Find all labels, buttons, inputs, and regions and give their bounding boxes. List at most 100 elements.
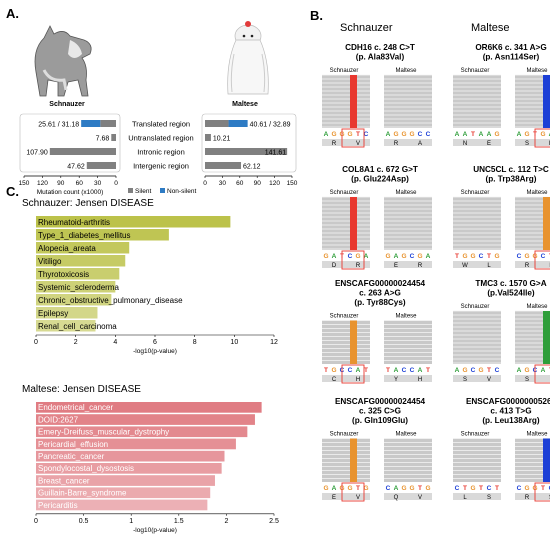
legend-nonsilent-swatch <box>160 188 165 193</box>
sequence-base: T <box>463 485 467 492</box>
tick-label: 0.5 <box>79 518 89 525</box>
sequence-base: C <box>410 253 415 260</box>
variant-box <box>534 364 550 384</box>
maltese-amino-acid-bar <box>515 375 550 382</box>
tick-label: 0 <box>34 339 38 346</box>
sequence-base: G <box>347 485 352 492</box>
disease-label: Endometrical_cancer <box>38 403 113 412</box>
amino-acid: S <box>525 377 529 383</box>
disease-bar <box>36 450 225 462</box>
maltese-tick-label: 90 <box>254 180 262 187</box>
schnauzer-illustration <box>34 25 92 97</box>
sequence-base: A <box>517 131 522 138</box>
disease-label: Pancreatic_cancer <box>38 452 105 461</box>
sequence-base: A <box>455 131 460 138</box>
sequence-base: T <box>324 367 328 374</box>
schnauzer-read-pileup <box>453 438 501 482</box>
maltese-amino-acid-bar <box>515 261 550 268</box>
amino-acid: E <box>394 263 398 269</box>
tick-label: 4 <box>113 339 117 346</box>
disease-label: Rheumatoid-arthritis <box>38 218 110 227</box>
maltese-variant-highlight <box>543 438 550 482</box>
disease-label: DOID:2627 <box>38 415 79 424</box>
sequence-base: G <box>494 253 499 260</box>
tick-label: 8 <box>193 339 197 346</box>
sequence-base: C <box>541 253 546 260</box>
sequence-base: G <box>401 131 406 138</box>
schnauzer-variant-highlight <box>350 75 357 128</box>
sequence-base: G <box>385 253 390 260</box>
disease-label: Epilepsy <box>38 309 68 318</box>
region-category-label: Intronic region <box>137 148 185 157</box>
schnauzer-value-label: 107.90 <box>26 150 48 157</box>
sequence-base: A <box>324 131 329 138</box>
disease-label: Vitiligo <box>38 257 62 266</box>
sequence-base: G <box>409 485 414 492</box>
tick-label: 10 <box>230 339 238 346</box>
breed-label-maltese: Maltese <box>232 101 258 108</box>
amino-acid: E <box>549 141 550 147</box>
sequence-base: T <box>364 367 368 374</box>
variant-title: (p. Glu224Asp) <box>351 175 409 184</box>
maltese-value-label: 141.61 <box>265 150 287 157</box>
amino-acid: R <box>394 141 399 147</box>
disease-label: Pericardial_effusion <box>38 440 108 449</box>
sequence-base: T <box>471 131 475 138</box>
variant-box <box>534 128 550 148</box>
sequence-base: C <box>418 131 423 138</box>
sequence-base: C <box>386 485 391 492</box>
sub-label-schnauzer: Schnauzer <box>330 314 359 320</box>
legend-silent-label: Silent <box>135 188 151 195</box>
sequence-base: G <box>331 367 336 374</box>
schnauzer-amino-acid-bar <box>453 493 501 500</box>
schnauzer-tick-label: 30 <box>94 180 102 187</box>
sequence-base: A <box>487 131 492 138</box>
variant-title: UNC5CL c. 112 T>C <box>473 165 549 174</box>
variant-title: OR6K6 c. 341 A>G <box>475 43 546 52</box>
amino-acid: R <box>525 263 530 269</box>
amino-acid: V <box>487 377 491 383</box>
schnauzer-variant-highlight <box>350 197 357 250</box>
variant-card: COL8A1 c. 672 G>T(p. Glu224Asp) Schnauzer… <box>322 165 432 270</box>
disease-bar <box>36 229 169 241</box>
sequence-base: T <box>455 253 459 260</box>
amino-acid: S <box>525 141 529 147</box>
sequence-base: G <box>462 253 467 260</box>
schnauzer-value-label: 47.62 <box>67 164 85 171</box>
mutation-count-chart: 25.61 / 31.18 40.61 / 32.89 Translated reg… <box>19 113 298 196</box>
variant-title: COL8A1 c. 672 G>T <box>342 165 418 174</box>
schnauzer-silent-bar <box>86 162 116 169</box>
sequence-base: C <box>402 367 407 374</box>
sequence-base: A <box>364 253 369 260</box>
sequence-base: C <box>348 253 353 260</box>
maltese-chart-frame <box>201 113 297 173</box>
disease-label: Thyrotoxicosis <box>38 270 89 279</box>
disease-bar <box>36 294 112 306</box>
sub-label-maltese: Maltese <box>395 314 417 320</box>
sequence-base: T <box>487 367 491 374</box>
disease-bar <box>36 426 248 438</box>
amino-acid: S <box>487 495 491 501</box>
tick-label: 6 <box>153 339 157 346</box>
sequence-base: G <box>401 485 406 492</box>
amino-acid: Q <box>394 495 399 501</box>
maltese-value-label: 40.61 / 32.89 <box>250 122 291 129</box>
sub-label-maltese: Maltese <box>526 304 548 310</box>
amino-acid: V <box>356 141 360 147</box>
maltese-amino-acid-bar <box>384 493 432 500</box>
sequence-base: T <box>541 485 545 492</box>
disease-label: Emery-Dreifuss_muscular_dystrophy <box>38 428 169 437</box>
maltese-tick-label: 30 <box>219 180 227 187</box>
disease-bar <box>36 281 116 293</box>
variant-title: c. 413 T>G <box>490 407 531 416</box>
legend-nonsilent-label: Non-silent <box>167 188 196 195</box>
amino-acid: R <box>525 495 530 501</box>
sequence-base: C <box>410 367 415 374</box>
maltese-amino-acid-bar <box>515 493 550 500</box>
variant-title: (p. Ala83Val) <box>356 53 405 62</box>
region-category-label: Untranslated region <box>128 134 193 143</box>
variant-box <box>341 482 365 502</box>
amino-acid: R <box>356 263 361 269</box>
sub-label-schnauzer: Schnauzer <box>330 190 359 196</box>
schnauzer-variant-highlight <box>350 438 357 482</box>
